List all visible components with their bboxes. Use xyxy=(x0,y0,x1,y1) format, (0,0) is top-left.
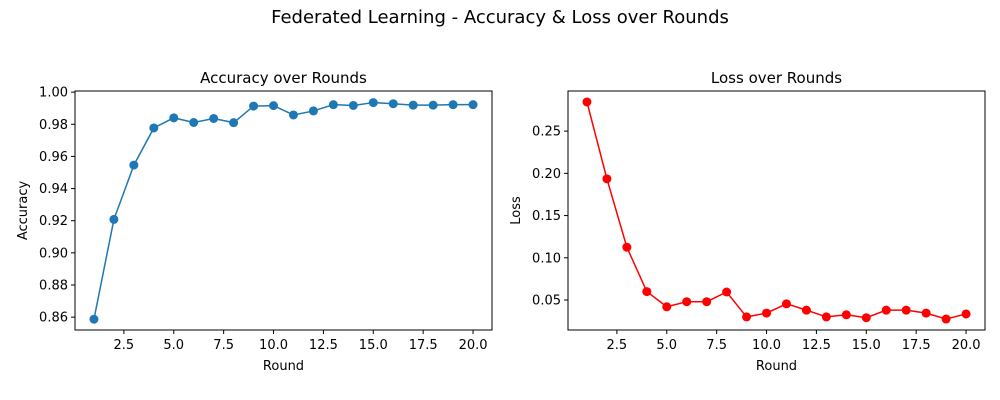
accuracy-y-tick-label: 0.92 xyxy=(39,214,68,229)
accuracy-x-tick-label: 12.5 xyxy=(309,338,338,353)
accuracy-chart-title: Accuracy over Rounds xyxy=(200,69,367,87)
accuracy-y-tick-label: 0.98 xyxy=(39,118,68,133)
loss-data-point xyxy=(801,305,811,315)
accuracy-data-point xyxy=(169,113,179,123)
loss-data-point xyxy=(642,287,652,297)
accuracy-x-axis-label: Round xyxy=(263,359,304,374)
loss-data-point xyxy=(941,314,951,324)
loss-data-point xyxy=(582,97,592,107)
accuracy-data-point xyxy=(428,100,438,110)
loss-y-tick-label: 0.15 xyxy=(532,209,561,224)
loss-chart: Loss over Rounds 2.5 5.0 7.5 10.0 12.5 15.0 17.… xyxy=(509,69,986,374)
accuracy-x-tick-label: 5.0 xyxy=(163,338,184,353)
loss-data-point xyxy=(762,308,772,318)
accuracy-y-tick-label: 0.96 xyxy=(39,150,68,165)
accuracy-y-tick-label: 0.86 xyxy=(39,311,68,326)
accuracy-y-tick-label: 0.94 xyxy=(39,182,68,197)
accuracy-data-point xyxy=(448,100,458,110)
accuracy-data-point xyxy=(328,100,338,110)
loss-data-point xyxy=(881,305,891,315)
accuracy-y-axis-label: Accuracy xyxy=(16,181,31,241)
accuracy-data-point xyxy=(468,100,478,110)
accuracy-data-point xyxy=(269,101,279,111)
loss-data-point xyxy=(921,308,931,318)
accuracy-data-point xyxy=(408,100,418,110)
loss-data-point xyxy=(961,309,971,319)
loss-data-point xyxy=(841,310,851,320)
accuracy-data-point xyxy=(348,100,358,110)
loss-x-axis-label: Round xyxy=(756,359,797,374)
loss-data-point xyxy=(722,287,732,297)
accuracy-y-tick-label: 1.00 xyxy=(39,86,68,101)
accuracy-x-tick-label: 2.5 xyxy=(114,338,135,353)
accuracy-data-point xyxy=(368,98,378,108)
loss-x-tick-label: 2.5 xyxy=(607,338,628,353)
figure-suptitle: Federated Learning - Accuracy & Loss ove… xyxy=(271,7,729,28)
loss-data-point xyxy=(622,242,632,252)
accuracy-data-point xyxy=(109,214,119,224)
loss-data-point xyxy=(662,302,672,312)
accuracy-data-point xyxy=(288,110,298,120)
accuracy-data-point xyxy=(209,113,219,123)
accuracy-y-tick-label: 0.88 xyxy=(39,278,68,293)
accuracy-data-point xyxy=(249,101,259,111)
loss-x-tick-label: 7.5 xyxy=(706,338,727,353)
loss-x-tick-label: 15.0 xyxy=(852,338,881,353)
loss-y-tick-label: 0.20 xyxy=(532,167,561,182)
loss-x-tick-label: 5.0 xyxy=(656,338,677,353)
loss-y-tick-label: 0.05 xyxy=(532,294,561,309)
loss-y-tick-label: 0.10 xyxy=(532,251,561,266)
accuracy-data-point xyxy=(189,118,199,128)
loss-x-tick-label: 17.5 xyxy=(902,338,931,353)
loss-y-tick-label: 0.25 xyxy=(532,125,561,140)
loss-data-point xyxy=(781,299,791,309)
loss-data-point xyxy=(602,174,612,184)
accuracy-x-tick-label: 17.5 xyxy=(409,338,438,353)
accuracy-x-tick-label: 10.0 xyxy=(259,338,288,353)
loss-x-tick-label: 20.0 xyxy=(952,338,981,353)
loss-x-tick-label: 12.5 xyxy=(802,338,831,353)
loss-data-point xyxy=(682,297,692,307)
loss-data-point xyxy=(861,313,871,323)
accuracy-data-point xyxy=(149,123,159,133)
loss-x-tick-label: 10.0 xyxy=(752,338,781,353)
loss-y-axis-label: Loss xyxy=(509,196,524,225)
loss-data-point xyxy=(821,312,831,322)
accuracy-x-tick-label: 7.5 xyxy=(213,338,234,353)
accuracy-data-point xyxy=(129,160,139,170)
loss-data-point xyxy=(742,312,752,322)
accuracy-data-point xyxy=(308,106,318,116)
accuracy-chart: Accuracy over Rounds 2.5 5.0 7.5 10.0 12.5 15.… xyxy=(16,69,493,374)
loss-chart-title: Loss over Rounds xyxy=(711,69,842,87)
accuracy-x-tick-label: 20.0 xyxy=(459,338,488,353)
accuracy-axes-frame xyxy=(74,90,493,331)
loss-data-point xyxy=(702,297,712,307)
accuracy-x-tick-label: 15.0 xyxy=(359,338,388,353)
loss-axes-frame xyxy=(567,90,986,331)
loss-data-point xyxy=(901,305,911,315)
accuracy-data-point xyxy=(229,118,239,128)
accuracy-y-tick-label: 0.90 xyxy=(39,246,68,261)
accuracy-data-point xyxy=(388,99,398,109)
accuracy-data-point xyxy=(89,314,99,324)
